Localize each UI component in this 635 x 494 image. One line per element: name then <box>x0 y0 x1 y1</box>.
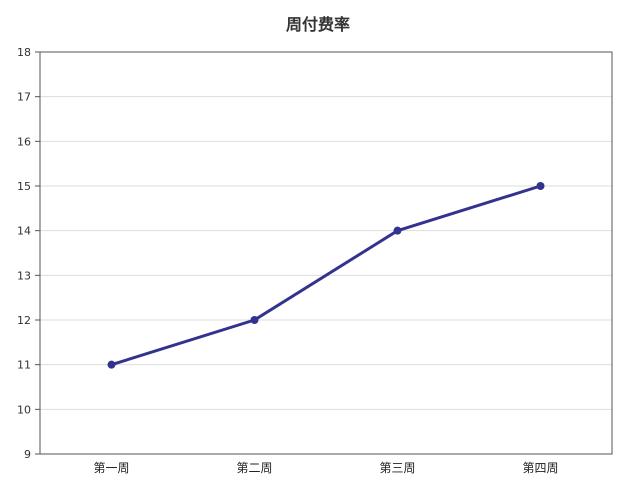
y-tick-label: 17 <box>17 91 31 104</box>
data-point[interactable] <box>393 226 402 235</box>
x-tick-label: 第四周 <box>522 461 558 475</box>
y-tick-label: 12 <box>17 314 31 327</box>
y-tick-label: 11 <box>17 359 31 372</box>
y-tick-label: 9 <box>24 448 31 461</box>
data-point[interactable] <box>107 360 116 369</box>
x-tick-label: 第一周 <box>93 461 129 475</box>
y-tick-label: 14 <box>17 225 31 238</box>
gridlines <box>40 96 612 410</box>
x-tick-label: 第三周 <box>379 461 415 475</box>
series-layer <box>107 182 545 369</box>
y-tick-label: 16 <box>17 135 31 148</box>
chart-title: 周付费率 <box>286 15 350 34</box>
y-axis: 9 10 11 12 13 14 15 16 17 18 <box>17 46 40 461</box>
y-tick-label: 18 <box>17 46 31 59</box>
y-tick-label: 13 <box>17 269 31 282</box>
data-point[interactable] <box>250 316 259 324</box>
x-axis: 第一周 第二周 第三周 第四周 <box>93 461 558 475</box>
y-tick-label: 10 <box>17 403 31 416</box>
plot-area <box>39 51 613 455</box>
y-tick-label: 15 <box>17 180 31 193</box>
x-tick-label: 第二周 <box>236 461 272 475</box>
series-line <box>110 184 542 367</box>
data-point[interactable] <box>536 182 545 190</box>
